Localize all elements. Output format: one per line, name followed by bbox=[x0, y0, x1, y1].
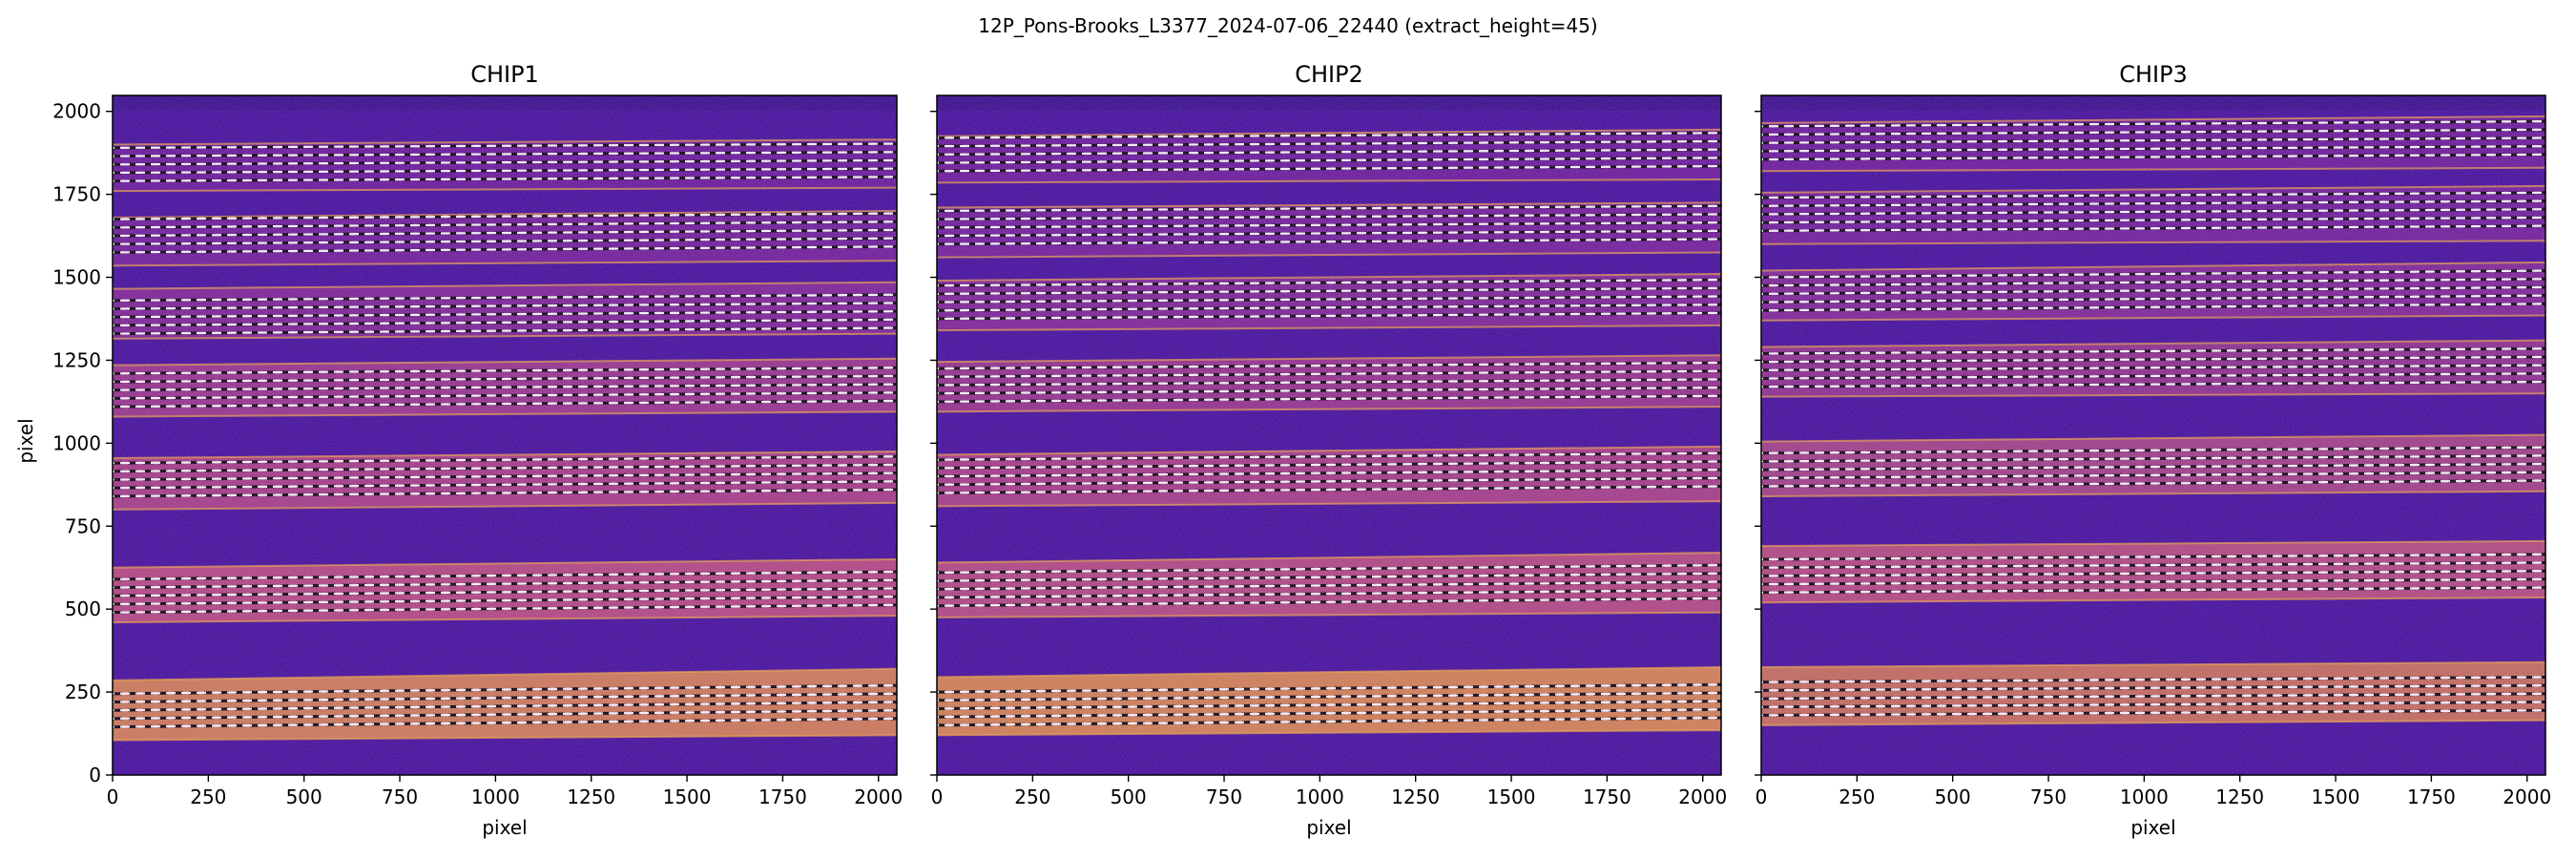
chip-panel-1: CHIP1 0 250 500 750 1000 1250 1500 1750 2000 0 250 5… bbox=[52, 61, 903, 839]
y-tick-label: 750 bbox=[65, 514, 101, 537]
panel-title: CHIP3 bbox=[2119, 61, 2188, 88]
chip-panel-2: CHIP2 0 250 500 750 1000 1250 1500 1750 2000 pixel bbox=[930, 61, 1727, 839]
x-tick-label: 0 bbox=[1755, 786, 1768, 808]
x-tick-label: 250 bbox=[1839, 786, 1875, 808]
x-tick-label: 750 bbox=[382, 786, 418, 808]
x-axis-label: pixel bbox=[482, 816, 527, 839]
y-tick-label: 1750 bbox=[52, 183, 101, 206]
x-tick-label: 1000 bbox=[2120, 786, 2169, 808]
panel-title: CHIP2 bbox=[1295, 61, 1363, 88]
x-tick-label: 500 bbox=[1111, 786, 1147, 808]
x-tick-label: 1250 bbox=[567, 786, 615, 808]
detector-noise bbox=[113, 95, 897, 775]
x-axis-label: pixel bbox=[2130, 816, 2175, 839]
x-tick-label: 1000 bbox=[1296, 786, 1344, 808]
panel-frame bbox=[1760, 94, 2546, 776]
x-tick-label: 0 bbox=[107, 786, 119, 808]
panel-title: CHIP1 bbox=[470, 61, 539, 88]
x-tick-label: 250 bbox=[1014, 786, 1050, 808]
x-tick-label: 750 bbox=[2030, 786, 2067, 808]
x-tick-label: 2000 bbox=[854, 786, 903, 808]
x-tick-label: 1750 bbox=[1583, 786, 1631, 808]
y-tick-label: 500 bbox=[65, 597, 101, 620]
x-tick-label: 750 bbox=[1206, 786, 1242, 808]
x-tick-label: 1250 bbox=[1391, 786, 1440, 808]
x-tick-label: 2000 bbox=[1678, 786, 1727, 808]
y-axis-label: pixel bbox=[14, 418, 37, 463]
y-tick-label: 2000 bbox=[52, 100, 101, 123]
x-tick-label: 250 bbox=[190, 786, 226, 808]
y-tick-label: 250 bbox=[65, 681, 101, 703]
figure-suptitle: 12P_Pons-Brooks_L3377_2024-07-06_22440 (… bbox=[978, 14, 1597, 37]
y-tick-label: 0 bbox=[89, 764, 101, 786]
x-tick-label: 0 bbox=[931, 786, 944, 808]
x-tick-label: 500 bbox=[1935, 786, 1971, 808]
detector-noise bbox=[1761, 95, 2545, 775]
y-tick-label: 1250 bbox=[52, 348, 101, 371]
panel-frame bbox=[936, 94, 1722, 776]
x-tick-label: 500 bbox=[286, 786, 322, 808]
x-tick-label: 1000 bbox=[471, 786, 520, 808]
y-tick-label: 1500 bbox=[52, 266, 101, 289]
x-tick-label: 1250 bbox=[2215, 786, 2264, 808]
x-tick-label: 1750 bbox=[2407, 786, 2456, 808]
x-tick-label: 1750 bbox=[758, 786, 807, 808]
chip-panel-3: CHIP3 0 250 500 750 1000 1250 1500 1750 2000 pixel bbox=[1755, 61, 2551, 839]
x-tick-label: 1500 bbox=[1487, 786, 1536, 808]
x-tick-label: 2000 bbox=[2503, 786, 2551, 808]
detector-noise bbox=[937, 95, 1721, 775]
x-tick-label: 1500 bbox=[663, 786, 712, 808]
y-tick-label: 1000 bbox=[52, 431, 101, 454]
panel-frame bbox=[112, 94, 898, 776]
x-tick-label: 1500 bbox=[2312, 786, 2360, 808]
x-axis-label: pixel bbox=[1306, 816, 1351, 839]
